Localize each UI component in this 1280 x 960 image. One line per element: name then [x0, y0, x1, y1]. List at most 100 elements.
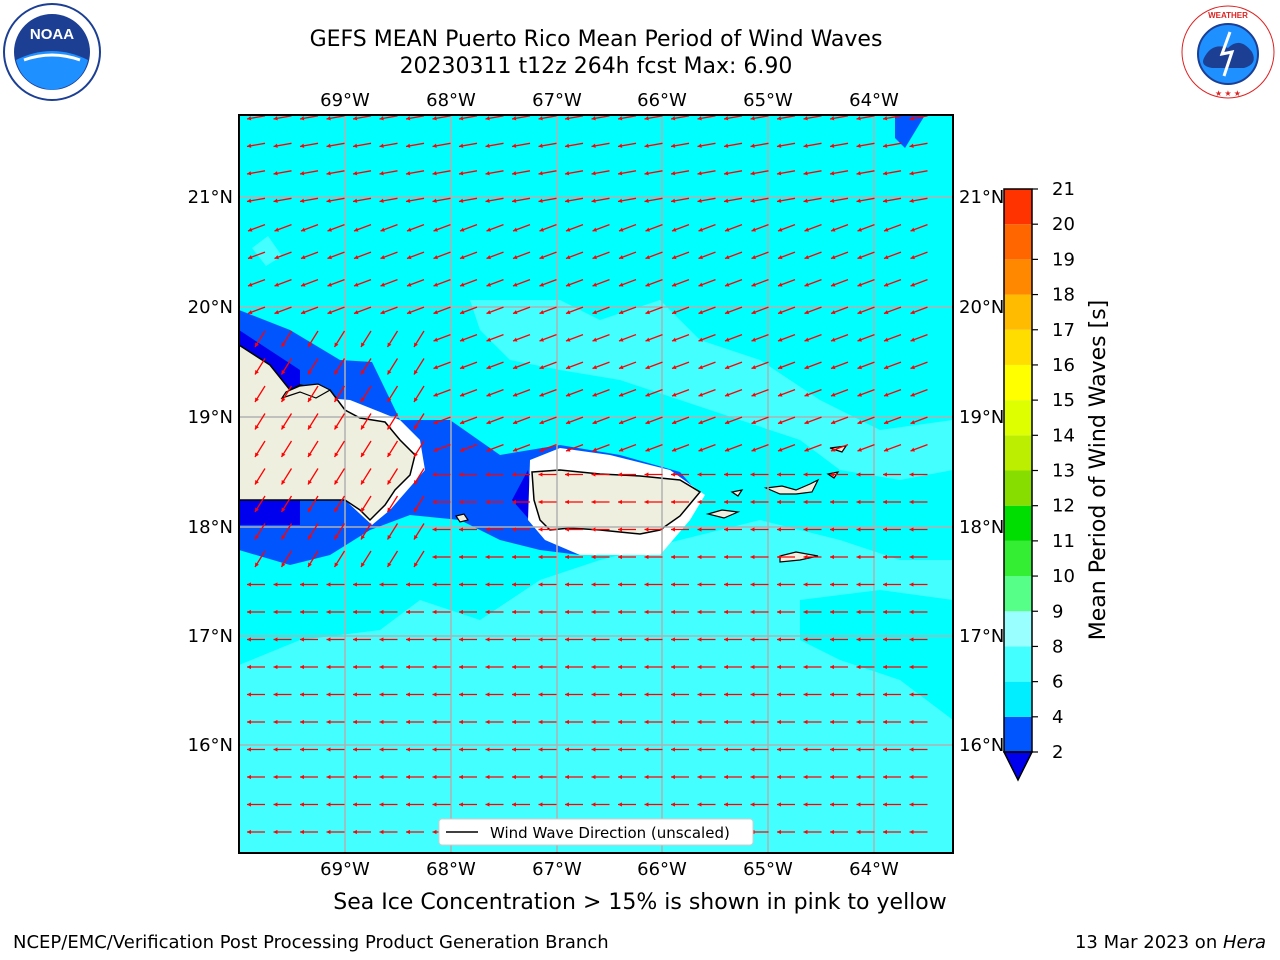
wave-direction-arrow: [433, 278, 451, 287]
colorbar-tick-label: 11: [1052, 531, 1075, 552]
wave-direction-arrow: [432, 197, 451, 203]
wave-direction-arrow: [280, 550, 293, 568]
wave-direction-arrow: [379, 829, 398, 835]
wave-direction-arrow: [830, 251, 849, 260]
wave-direction-arrow: [645, 278, 663, 287]
wave-direction-arrow: [910, 278, 928, 287]
wave-direction-arrow: [246, 115, 266, 121]
wave-direction-arrow: [857, 251, 875, 260]
wave-direction-arrow: [777, 637, 795, 642]
wave-direction-arrow: [486, 443, 504, 452]
wave-direction-arrow: [300, 609, 318, 615]
wave-direction-arrow: [883, 223, 902, 232]
colorbar-tick-label: 4: [1052, 707, 1063, 728]
land-small-cay-east: [730, 489, 744, 497]
lat-label-right: 21°N: [959, 187, 1004, 208]
wave-direction-arrow: [803, 747, 822, 752]
wave-direction-arrow: [671, 251, 690, 260]
wave-direction-arrow: [300, 637, 318, 642]
period-2-4-patch-ne: [895, 115, 925, 148]
wave-direction-arrow: [644, 142, 663, 148]
wave-direction-arrow: [565, 251, 584, 260]
wave-direction-arrow: [307, 330, 319, 348]
wave-direction-arrow: [697, 609, 716, 615]
wave-direction-arrow: [671, 416, 690, 425]
wave-direction-arrow: [751, 388, 769, 397]
wave-direction-arrow: [724, 223, 743, 232]
wave-direction-arrow: [830, 609, 848, 615]
wave-direction-arrow: [803, 499, 822, 505]
colorbar-segment: [1004, 540, 1032, 577]
wave-direction-arrow: [353, 664, 371, 670]
wave-direction-arrow: [459, 223, 478, 232]
wave-direction-arrow: [300, 223, 319, 232]
wave-direction-arrow: [326, 197, 345, 203]
wave-direction-arrow: [803, 609, 822, 615]
wave-direction-arrow: [910, 443, 928, 452]
wave-direction-arrow: [254, 523, 266, 540]
wave-direction-arrow: [459, 582, 477, 587]
wave-direction-arrow: [413, 330, 425, 348]
wave-direction-arrow: [512, 443, 531, 452]
wave-direction-arrow: [856, 142, 875, 148]
wave-direction-arrow: [618, 361, 637, 370]
wave-direction-arrow: [777, 278, 796, 287]
wave-direction-arrow: [512, 388, 531, 397]
wave-direction-arrow: [379, 692, 398, 697]
wave-direction-arrow: [883, 582, 901, 587]
wave-direction-arrow: [300, 802, 318, 807]
wave-direction-arrow: [254, 495, 266, 513]
wave-direction-arrow: [274, 278, 292, 287]
wave-direction-arrow: [698, 306, 716, 315]
lat-label-right: 20°N: [959, 297, 1004, 318]
wave-direction-arrow: [857, 278, 875, 287]
wave-direction-arrow: [352, 115, 372, 121]
wave-direction-arrow: [750, 664, 769, 670]
wave-direction-arrow: [326, 664, 345, 670]
wave-direction-arrow: [458, 142, 478, 148]
wave-direction-arrow: [724, 582, 742, 587]
wave-direction-arrow: [857, 388, 875, 397]
footer-date-text: 13 Mar 2023 on: [1074, 932, 1223, 953]
wave-direction-arrow: [386, 440, 399, 458]
wave-direction-arrow: [459, 499, 477, 505]
wave-direction-arrow: [697, 719, 716, 725]
wave-direction-arrow: [254, 385, 266, 403]
wave-direction-arrow: [459, 692, 477, 697]
wave-direction-arrow: [777, 692, 795, 697]
wave-direction-arrow: [830, 306, 849, 315]
wave-direction-arrow: [830, 388, 849, 397]
wave-direction-arrow: [486, 278, 504, 287]
land-virgin-islands: [763, 478, 820, 495]
wave-direction-arrow: [697, 774, 716, 780]
wave-direction-arrow: [750, 115, 769, 121]
wave-direction-arrow: [618, 416, 637, 425]
wave-direction-arrow: [299, 115, 319, 121]
wave-direction-arrow: [433, 416, 451, 425]
wave-direction-arrow: [724, 251, 743, 260]
wave-direction-arrow: [750, 609, 769, 615]
wave-direction-arrow: [591, 115, 610, 121]
wave-direction-arrow: [307, 440, 319, 458]
wave-direction-arrow: [618, 278, 637, 287]
wave-direction-arrow: [645, 306, 663, 315]
wave-direction-arrow: [459, 802, 477, 807]
wave-direction-arrow: [511, 197, 531, 203]
wave-direction-arrow: [273, 774, 292, 780]
wave-direction-arrow: [803, 142, 822, 148]
wave-direction-arrow: [511, 115, 531, 121]
wave-direction-arrow: [645, 416, 663, 425]
wave-direction-arrow: [247, 637, 265, 642]
wave-direction-arrow: [386, 330, 399, 348]
wave-direction-arrow: [750, 774, 769, 780]
wave-direction-arrow: [698, 443, 716, 452]
wave-direction-arrow: [750, 170, 769, 176]
wave-direction-arrow: [432, 499, 451, 505]
wave-direction-arrow: [697, 802, 716, 807]
wave-direction-arrow: [671, 223, 690, 232]
wave-direction-arrow: [538, 197, 557, 203]
wave-direction-arrow: [883, 306, 902, 315]
wave-direction-arrow: [882, 142, 902, 148]
wave-direction-arrow: [724, 609, 742, 615]
colorbar-segment: [1004, 259, 1032, 295]
